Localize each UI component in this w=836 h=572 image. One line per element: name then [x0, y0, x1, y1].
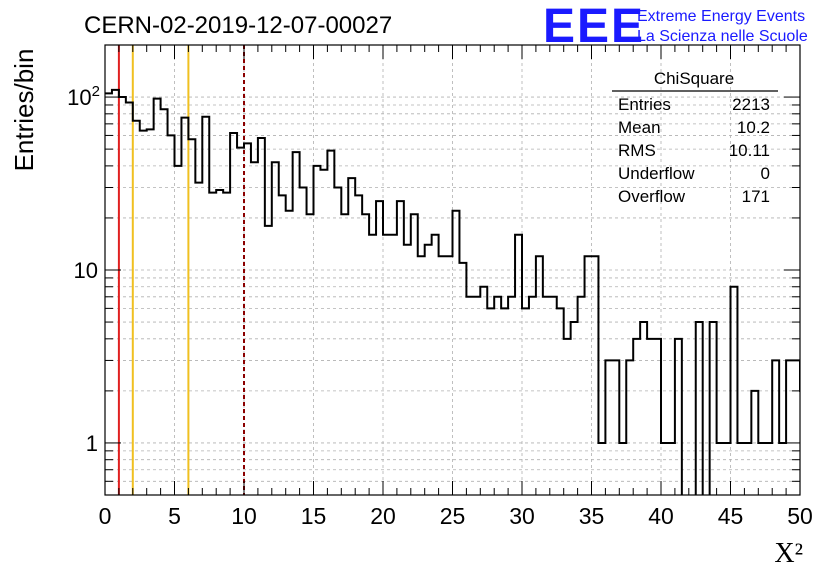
- x-tick-label: 15: [301, 503, 327, 529]
- axis-ticks: 0 5 10 15 20 25 30 35 40 45 50 1 10 102: [67, 44, 813, 529]
- x-tick-label: 50: [787, 503, 813, 529]
- x-tick-label: 20: [370, 503, 396, 529]
- y-axis-label: Entries/bin: [9, 49, 39, 172]
- logo-subtitle-1: Extreme Energy Events: [637, 8, 805, 25]
- x-tick-label: 30: [509, 503, 535, 529]
- x-axis-label: X²: [774, 538, 803, 569]
- plot-frame: [104, 44, 801, 496]
- plot-border: [104, 44, 801, 496]
- x-tick-label: 0: [99, 503, 112, 529]
- eee-logo: EEE: [543, 0, 645, 53]
- stats-title: ChiSquare: [654, 69, 734, 88]
- x-tick-label: 35: [579, 503, 605, 529]
- x-tick-label: 40: [648, 503, 674, 529]
- x-tick-label: 10: [231, 503, 257, 529]
- stats-value-mean: 10.2: [737, 118, 770, 137]
- stats-box: ChiSquare Entries 2213 Mean 10.2 RMS 10.…: [612, 69, 778, 206]
- stats-label-underflow: Underflow: [618, 164, 695, 183]
- stats-label-mean: Mean: [618, 118, 661, 137]
- y-tick-label: 102: [67, 83, 100, 110]
- stats-value-underflow: 0: [761, 164, 770, 183]
- y-tick-label: 10: [74, 258, 98, 283]
- stats-value-entries: 2213: [732, 95, 770, 114]
- grid: [105, 45, 800, 495]
- y-tick-label: 1: [86, 431, 98, 456]
- x-tick-label: 45: [718, 503, 744, 529]
- logo-subtitle-2: La Scienza nelle Scuole: [637, 28, 808, 45]
- x-tick-label: 5: [168, 503, 181, 529]
- histogram-line: [105, 88, 800, 495]
- histogram-series: [105, 88, 800, 495]
- stats-label-rms: RMS: [618, 141, 656, 160]
- stats-value-overflow: 171: [742, 187, 770, 206]
- stats-value-rms: 10.11: [729, 141, 770, 160]
- x-tick-label: 25: [440, 503, 466, 529]
- run-title: CERN-02-2019-12-07-00027: [84, 12, 392, 39]
- stats-label-overflow: Overflow: [618, 187, 686, 206]
- stats-label-entries: Entries: [618, 95, 671, 114]
